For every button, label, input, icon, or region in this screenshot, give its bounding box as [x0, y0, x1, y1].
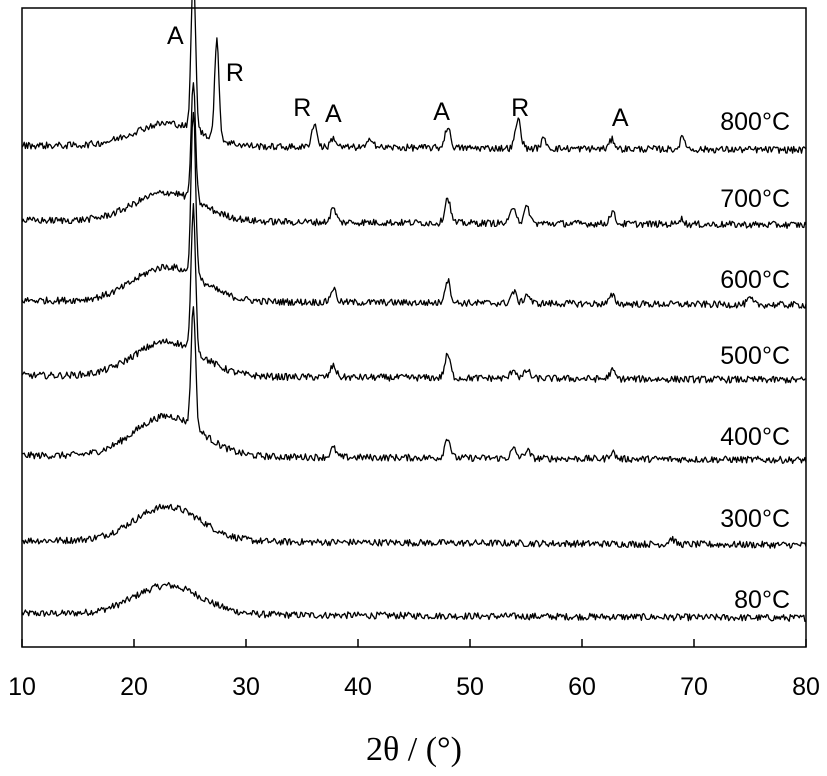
- series-label: 700°C: [720, 185, 790, 213]
- series-label: 300°C: [720, 505, 790, 533]
- x-axis-ticks: 10 20 30 40 50 60 70 80: [8, 639, 820, 701]
- plot-frame: [21, 7, 807, 648]
- peak-label-rutile: R: [511, 94, 529, 122]
- peak-label-rutile: R: [293, 94, 311, 122]
- series-trace-300C: [21, 503, 807, 549]
- series-trace-800C: [21, 0, 807, 154]
- x-tick-label: 20: [120, 673, 148, 701]
- series-label: 80°C: [734, 586, 790, 614]
- x-tick-label: 30: [232, 673, 260, 701]
- x-tick-label: 80: [792, 673, 820, 701]
- series-trace-80C: [21, 581, 806, 623]
- peak-label-anatase: A: [612, 104, 629, 132]
- peak-label-anatase: A: [433, 98, 450, 126]
- peak-labels: ARR A A R A: [167, 22, 629, 132]
- series-labels: 80°C 300°C 400°C 500°C 600°C 700°C 800°C: [720, 108, 790, 614]
- peak-label-anatase: A: [167, 22, 184, 50]
- peak-label-anatase: A: [325, 100, 342, 128]
- peak-label-rutile: R: [226, 59, 244, 87]
- series-trace-600C: [21, 111, 807, 309]
- series-label: 800°C: [720, 108, 790, 136]
- x-tick-label: 70: [680, 673, 708, 701]
- series-trace-500C: [21, 203, 807, 384]
- series-label: 400°C: [720, 423, 790, 451]
- x-tick-label: 50: [456, 673, 484, 701]
- x-axis-title: 2θ / (°): [366, 731, 462, 768]
- x-tick-label: 40: [344, 673, 372, 701]
- series-traces: [21, 0, 807, 623]
- series-label: 500°C: [720, 342, 790, 370]
- x-tick-label: 10: [8, 673, 36, 701]
- series-label: 600°C: [720, 266, 790, 294]
- x-tick-label: 60: [568, 673, 596, 701]
- series-trace-400C: [21, 306, 807, 465]
- series-trace-700C: [21, 82, 807, 229]
